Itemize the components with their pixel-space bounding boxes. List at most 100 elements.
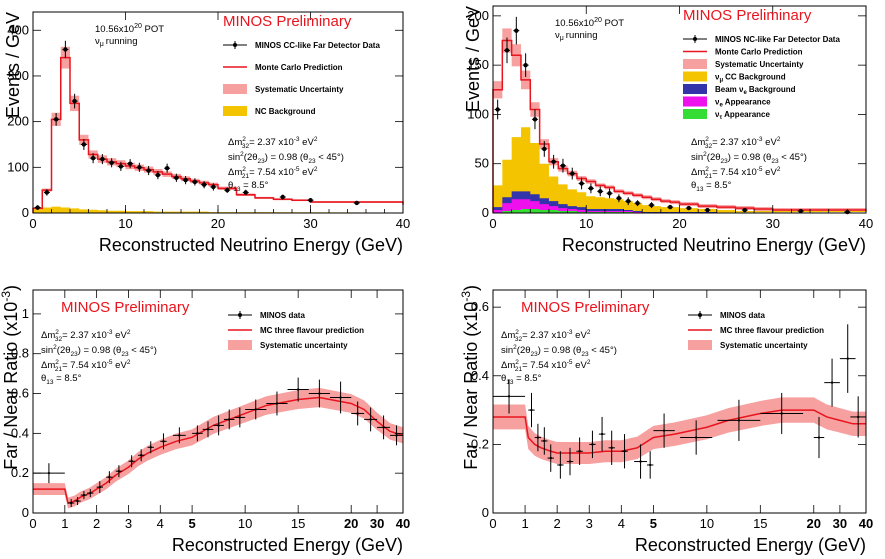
data-point bbox=[98, 485, 102, 489]
preliminary-label: MINOS Preliminary bbox=[61, 299, 190, 316]
legend-fill-marker bbox=[683, 96, 707, 107]
mc-prediction-line bbox=[492, 39, 867, 213]
data-point bbox=[846, 357, 849, 360]
x-axis-label: Reconstructed Neutrino Energy (GeV) bbox=[562, 235, 866, 255]
data-point bbox=[570, 171, 575, 176]
legend-label: νe Appearance bbox=[715, 98, 771, 109]
x-axis-label: Reconstructed Energy (GeV) bbox=[172, 535, 403, 555]
plot-frame bbox=[492, 289, 867, 514]
data-point bbox=[155, 172, 161, 178]
data-point bbox=[296, 388, 300, 391]
param-sin2: sin2(2θ23) = 0.98 (θ23 < 45°) bbox=[41, 344, 157, 358]
data-point bbox=[817, 436, 821, 439]
legend-label: Beam νe Background bbox=[715, 85, 796, 96]
param-dm32: Δm2 32= 2.37 x10-3 eV2 bbox=[501, 329, 591, 343]
x-tick-label: 1 bbox=[521, 516, 528, 531]
data-point bbox=[737, 419, 741, 422]
panel-bottom-left: Far / Near Ratio (x10-3) Δm2 32= 2.37 x10-… bbox=[0, 285, 404, 514]
x-tick-label: 10 bbox=[700, 516, 714, 531]
y-tick-label: 400 bbox=[7, 22, 29, 37]
legend-label: Systematic Uncertainty bbox=[255, 85, 344, 94]
legend-label: Systematic uncertainty bbox=[720, 341, 808, 350]
data-point bbox=[536, 436, 540, 439]
x-tick-label: 4 bbox=[157, 516, 164, 531]
data-point bbox=[69, 501, 73, 505]
data-point bbox=[616, 196, 622, 201]
data-point bbox=[705, 207, 710, 213]
data-point bbox=[81, 142, 87, 147]
x-tick-label: 20 bbox=[211, 216, 225, 231]
y-axis-label: Far / Near Ratio (x10-3) bbox=[459, 285, 481, 470]
data-point bbox=[694, 436, 698, 439]
y-tick-label: 0.4 bbox=[471, 368, 489, 383]
syst-uncertainty-band bbox=[33, 387, 403, 509]
data-point bbox=[742, 207, 747, 213]
x-tick-label: 40 bbox=[396, 216, 410, 231]
x-tick-label: 2 bbox=[93, 516, 100, 531]
legend-label: MINOS data bbox=[260, 311, 305, 320]
data-point bbox=[578, 450, 581, 453]
x-tick-label: 30 bbox=[833, 516, 847, 531]
running-label: νμ running bbox=[95, 36, 138, 48]
data-point bbox=[243, 190, 248, 195]
data-point bbox=[610, 446, 613, 450]
data-point bbox=[504, 48, 510, 53]
param-dm21: Δm2 21= 7.54 x10-5 eV2 bbox=[691, 166, 781, 180]
data-point bbox=[149, 446, 152, 449]
y-tick-label: 200 bbox=[7, 114, 29, 129]
x-axis-label: Reconstructed Energy (GeV) bbox=[635, 535, 866, 555]
data-point bbox=[117, 469, 121, 473]
legend-fill-marker bbox=[683, 71, 707, 82]
data-point bbox=[560, 163, 566, 168]
x-tick-label: 30 bbox=[370, 516, 384, 531]
data-point bbox=[530, 408, 533, 412]
y-tick-label: 0.6 bbox=[471, 299, 489, 314]
x-tick-label: 30 bbox=[303, 216, 317, 231]
legend-label: MINOS CC-like Far Detector Data bbox=[255, 41, 380, 50]
data-point bbox=[339, 396, 342, 399]
legend-label: MC three flavour prediction bbox=[260, 326, 364, 335]
data-point bbox=[53, 117, 59, 122]
legend-band-marker bbox=[223, 84, 247, 94]
data-point bbox=[626, 198, 631, 204]
running-label: νμ running bbox=[555, 30, 598, 42]
data-point bbox=[139, 454, 143, 457]
mc-prediction-line bbox=[33, 396, 404, 505]
data-point bbox=[354, 200, 359, 206]
y-axis-label: Events / GeV bbox=[463, 6, 483, 112]
syst-uncertainty-band bbox=[493, 397, 866, 464]
y-tick-label: 0 bbox=[22, 505, 29, 520]
data-point bbox=[280, 194, 285, 200]
x-tick-label: 15 bbox=[753, 516, 767, 531]
pot-label: 10.56x1020 POT bbox=[95, 23, 164, 35]
data-point bbox=[217, 424, 220, 427]
data-point bbox=[369, 418, 372, 421]
data-point bbox=[89, 491, 92, 495]
x-tick-label: 20 bbox=[344, 516, 358, 531]
legend-label: Systematic Uncertainty bbox=[715, 60, 804, 69]
x-tick-label: 3 bbox=[586, 516, 593, 531]
param-theta13: θ13 = 8.5° bbox=[501, 373, 542, 386]
data-point bbox=[318, 392, 321, 395]
x-tick-label: 0 bbox=[29, 216, 36, 231]
data-point bbox=[686, 205, 692, 211]
data-point bbox=[356, 412, 359, 415]
x-tick-label: 0 bbox=[489, 516, 496, 531]
data-point bbox=[382, 426, 385, 429]
data-point bbox=[780, 412, 783, 415]
x-axis-label: Reconstructed Neutrino Energy (GeV) bbox=[99, 235, 403, 255]
y-tick-label: 0.8 bbox=[11, 346, 29, 361]
data-point bbox=[130, 460, 133, 463]
data-point bbox=[178, 434, 181, 437]
y-tick-label: 0.4 bbox=[11, 425, 29, 440]
plot-frame bbox=[32, 289, 404, 514]
legend-fill-marker bbox=[683, 109, 707, 119]
data-point bbox=[523, 62, 528, 68]
data-point bbox=[192, 179, 198, 185]
data-point bbox=[100, 156, 105, 162]
legend-data-marker bbox=[693, 37, 697, 41]
data-point bbox=[507, 395, 511, 398]
x-tick-label: 40 bbox=[396, 516, 410, 531]
x-tick-label: 10 bbox=[579, 216, 593, 231]
